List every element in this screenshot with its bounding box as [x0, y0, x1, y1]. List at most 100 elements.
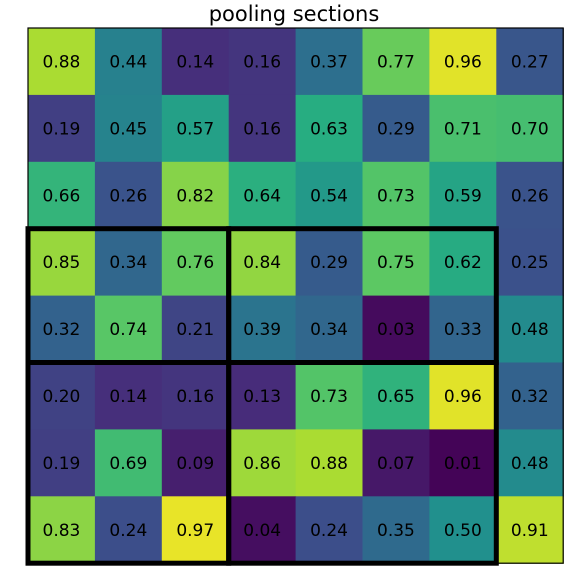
heatmap-cell: [496, 28, 564, 96]
heatmap-cell: [161, 429, 230, 497]
cell-label: 0.85: [43, 253, 81, 273]
heatmap-cell: [94, 161, 163, 230]
heatmap-cell: [228, 496, 297, 564]
chart-title: pooling sections: [208, 2, 380, 26]
cell-label: 0.45: [109, 119, 147, 139]
cell-label: 0.83: [43, 521, 81, 541]
heatmap-cell: [362, 28, 430, 96]
heatmap-cell: [429, 161, 497, 230]
heatmap-cell: [362, 295, 430, 364]
heatmap-cell: [295, 228, 364, 297]
cell-label: 0.66: [43, 186, 81, 206]
heatmap-cell: [94, 496, 163, 564]
heatmap-cell: [429, 429, 497, 497]
heatmap-cell: [161, 28, 230, 96]
cell-label: 0.33: [444, 320, 482, 340]
heatmap-cell: [295, 429, 364, 497]
cell-label: 0.54: [310, 186, 348, 206]
cell-label: 0.19: [43, 454, 81, 474]
heatmap-cell: [28, 94, 96, 163]
cell-label: 0.26: [511, 186, 549, 206]
cell-label: 0.09: [176, 454, 214, 474]
heatmap-cell: [496, 228, 564, 297]
cell-label: 0.88: [43, 52, 81, 72]
heatmap-cell: [28, 161, 96, 230]
cell-label: 0.37: [310, 52, 348, 72]
heatmap-cell: [496, 429, 564, 497]
cell-label: 0.01: [444, 454, 482, 474]
cell-label: 0.14: [109, 387, 147, 407]
cell-label: 0.64: [243, 186, 281, 206]
heatmap-cell: [94, 362, 163, 430]
cell-label: 0.50: [444, 521, 482, 541]
heatmap-cell: [295, 496, 364, 564]
cell-label: 0.25: [511, 253, 549, 273]
cell-label: 0.27: [511, 52, 549, 72]
heatmap-cell: [295, 161, 364, 230]
heatmap-cell: [161, 94, 230, 163]
heatmap-cell: [28, 496, 96, 564]
cell-label: 0.73: [377, 186, 415, 206]
heatmap-cell: [429, 228, 497, 297]
heatmap-cell: [228, 228, 297, 297]
cell-label: 0.69: [109, 454, 147, 474]
heatmap-cell: [161, 362, 230, 430]
cell-label: 0.76: [176, 253, 214, 273]
cell-label: 0.62: [444, 253, 482, 273]
cell-label: 0.59: [444, 186, 482, 206]
heatmap-cell: [228, 362, 297, 430]
heatmap-cell: [94, 28, 163, 96]
cell-label: 0.24: [109, 521, 147, 541]
cell-label: 0.21: [176, 320, 214, 340]
cell-label: 0.29: [310, 253, 348, 273]
heatmap-cell: [429, 295, 497, 364]
heatmap-cell: [161, 295, 230, 364]
heatmap-cell: [496, 295, 564, 364]
heatmap-cell: [28, 295, 96, 364]
heatmap-cell: [295, 362, 364, 430]
cell-label: 0.29: [377, 119, 415, 139]
heatmap-cell: [362, 94, 430, 163]
cell-label: 0.96: [444, 52, 482, 72]
heatmap-cell: [429, 496, 497, 564]
cell-label: 0.24: [310, 521, 348, 541]
cell-label: 0.32: [43, 320, 81, 340]
cell-label: 0.16: [243, 119, 281, 139]
heatmap-cell: [228, 94, 297, 163]
heatmap-cell: [161, 228, 230, 297]
cell-label: 0.57: [176, 119, 214, 139]
cell-label: 0.77: [377, 52, 415, 72]
cell-label: 0.20: [43, 387, 81, 407]
heatmap-cell: [94, 429, 163, 497]
cell-label: 0.07: [377, 454, 415, 474]
heatmap-cell: [496, 94, 564, 163]
heatmap-cell: [295, 28, 364, 96]
cell-label: 0.82: [176, 186, 214, 206]
cell-label: 0.86: [243, 454, 281, 474]
heatmap-cell: [228, 28, 297, 96]
cell-label: 0.16: [243, 52, 281, 72]
cell-label: 0.39: [243, 320, 281, 340]
heatmap-cell: [28, 28, 96, 96]
cell-label: 0.70: [511, 119, 549, 139]
cell-label: 0.65: [377, 387, 415, 407]
heatmap-cell: [94, 94, 163, 163]
heatmap-cell: [161, 161, 230, 230]
cell-label: 0.96: [444, 387, 482, 407]
heatmap-cell: [28, 362, 96, 430]
heatmap-cell: [496, 496, 564, 564]
heatmap-cell: [94, 295, 163, 364]
heatmap-cell: [496, 161, 564, 230]
cell-label: 0.63: [310, 119, 348, 139]
heatmap-cell: [429, 362, 497, 430]
cell-label: 0.19: [43, 119, 81, 139]
cell-label: 0.73: [310, 387, 348, 407]
cell-label: 0.14: [176, 52, 214, 72]
cell-label: 0.34: [310, 320, 348, 340]
heatmap-cell: [362, 228, 430, 297]
pooling-section-box: [226, 360, 499, 566]
heatmap-cell: [362, 362, 430, 430]
cell-label: 0.13: [243, 387, 281, 407]
cell-label: 0.84: [243, 253, 281, 273]
